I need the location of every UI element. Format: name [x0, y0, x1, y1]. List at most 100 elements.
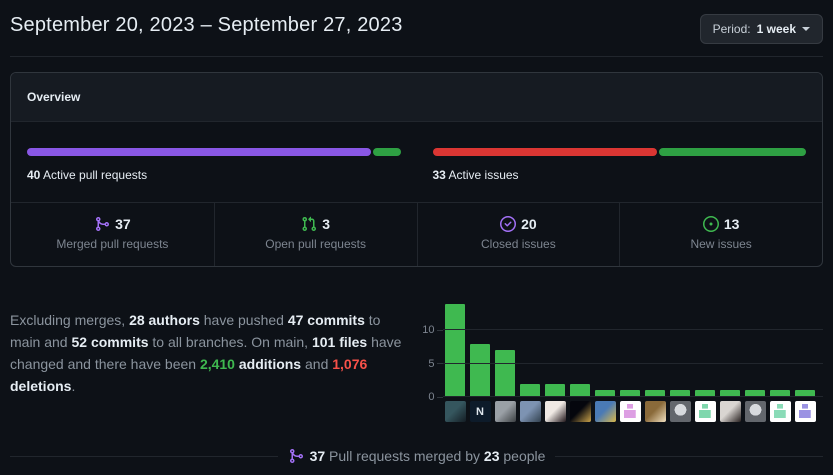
contributor-avatar-11[interactable] [694, 401, 716, 422]
open-pull-requests-label: Open pull requests [265, 237, 366, 251]
contributor-avatar-14[interactable] [769, 401, 791, 422]
gridline-10 [442, 329, 823, 331]
merged-summary-footer: 37 Pull requests merged by 23 people [10, 448, 823, 464]
commit-bar-contributor-10 [669, 390, 690, 397]
contributor-avatar-5[interactable] [544, 401, 566, 422]
closed-issues-label: Closed issues [481, 237, 556, 251]
merged-bar-segment [27, 148, 371, 156]
commit-bar-contributor-14 [769, 390, 790, 397]
period-value: 1 week [756, 22, 796, 36]
commit-bar-contributor-15 [794, 390, 815, 397]
page-title: September 20, 2023 – September 27, 2023 [10, 14, 403, 36]
contributor-avatars-row: N [444, 401, 824, 422]
contributor-avatar-13[interactable] [744, 401, 766, 422]
contributor-avatar-15[interactable] [794, 401, 816, 422]
open-bar-segment [372, 148, 401, 156]
footer-divider-right [555, 455, 823, 457]
gridline-0 [442, 396, 823, 397]
overview-title: Overview [27, 90, 81, 104]
y-axis-tick: 0 [428, 391, 443, 403]
period-dropdown-button[interactable]: Period: 1 week [699, 14, 823, 44]
commit-bar-contributor-1 [444, 303, 465, 397]
merged-summary-content: 37 Pull requests merged by 23 people [278, 448, 556, 464]
stat-closed-issues: 20 Closed issues [416, 203, 620, 266]
stat-new-issues: 13 New issues [619, 203, 822, 266]
merged-summary-text: 37 Pull requests merged by 23 people [310, 448, 546, 464]
text-segment: 23 [483, 448, 500, 464]
contributor-avatar-3[interactable] [494, 401, 516, 422]
page-header: September 20, 2023 – September 27, 2023 … [0, 0, 833, 44]
text-segment: to all branches. On main, [148, 334, 312, 350]
y-axis-tick: 10 [422, 324, 443, 336]
contributor-avatar-1[interactable] [444, 401, 466, 422]
closed-bar-segment [432, 148, 658, 156]
period-label: Period: [712, 22, 751, 36]
commit-bar-contributor-11 [694, 390, 715, 397]
active-issues-text: Active issues [448, 168, 519, 182]
issues-progress-bar [432, 148, 806, 156]
contributor-avatar-12[interactable] [719, 401, 741, 422]
issues-bar-label: 33 Active issues [433, 168, 807, 182]
new-bar-segment [659, 148, 806, 156]
pull-requests-progress-bar [27, 148, 401, 156]
contributor-avatar-7[interactable] [594, 401, 616, 422]
contributor-avatar-10[interactable] [669, 401, 691, 422]
chevron-down-icon [802, 27, 810, 31]
contributor-avatar-8[interactable] [619, 401, 641, 422]
issues-column: 33 Active issues [417, 148, 823, 182]
stat-merged-pull-requests: 37 Merged pull requests [11, 203, 214, 266]
text-segment: deletions [10, 378, 72, 394]
pull-requests-column: 40 Active pull requests [11, 148, 417, 182]
new-issues-count: 13 [723, 216, 740, 232]
commit-bar-contributor-5 [544, 383, 565, 397]
git-merge-icon [96, 217, 110, 231]
active-pull-requests-count: 40 [27, 168, 41, 182]
closed-issues-count: 20 [521, 216, 537, 232]
activity-bars-row: 40 Active pull requests 33 Active issues [11, 122, 822, 202]
contributor-avatar-9[interactable] [644, 401, 666, 422]
contributor-avatar-2[interactable]: N [469, 401, 491, 422]
text-segment: 47 commits [287, 312, 365, 328]
commit-bar-contributor-9 [644, 390, 665, 397]
issue-opened-icon [702, 216, 719, 232]
commit-bar-contributor-13 [744, 390, 765, 397]
commit-bar-contributor-6 [569, 383, 590, 397]
contributor-avatar-6[interactable] [569, 401, 591, 422]
open-pull-requests-count: 3 [322, 216, 331, 232]
overview-card: Overview 40 Active pull requests 33 Acti… [10, 72, 823, 267]
y-axis-tick: 5 [428, 358, 443, 370]
issue-closed-icon [500, 216, 517, 232]
git-merge-icon [289, 449, 303, 463]
text-segment: 2,410 [199, 356, 235, 372]
commit-bar-contributor-12 [719, 390, 740, 397]
contributor-avatar-4[interactable] [519, 401, 541, 422]
overview-card-header: Overview [11, 73, 822, 122]
header-divider [10, 56, 823, 57]
merged-pull-requests-count: 37 [115, 216, 131, 232]
text-segment: 37 [309, 448, 326, 464]
stat-open-pull-requests: 3 Open pull requests [213, 203, 417, 266]
text-segment: 52 commits [71, 334, 149, 350]
commits-per-author-chart: 0 5 10 N [415, 291, 824, 422]
commit-bar-contributor-3 [494, 350, 515, 397]
commit-bar-contributor-4 [519, 383, 540, 397]
active-issues-count: 33 [432, 168, 446, 182]
text-segment: to main and [10, 312, 381, 350]
chart-bars [444, 303, 815, 397]
text-segment: Excluding merges, [10, 312, 130, 328]
footer-divider-left [10, 455, 278, 457]
text-segment: 1,076 [332, 356, 368, 372]
text-segment: Pull requests merged by [325, 448, 484, 464]
text-segment: people [499, 448, 546, 464]
text-segment: have pushed [199, 312, 288, 328]
pull-requests-bar-label: 40 Active pull requests [27, 168, 401, 182]
new-issues-label: New issues [690, 237, 752, 251]
activity-summary-text: Excluding merges, 28 authors have pushed… [10, 309, 415, 422]
commit-bar-contributor-2 [469, 343, 490, 397]
text-segment: 28 authors [129, 312, 200, 328]
chart-y-axis: 0 5 10 [415, 291, 443, 403]
text-segment: and [301, 356, 333, 372]
text-segment: 101 files [311, 334, 368, 350]
text-segment: . [71, 378, 76, 394]
overview-stats-row: 37 Merged pull requests 3 Open pull requ… [11, 202, 822, 266]
